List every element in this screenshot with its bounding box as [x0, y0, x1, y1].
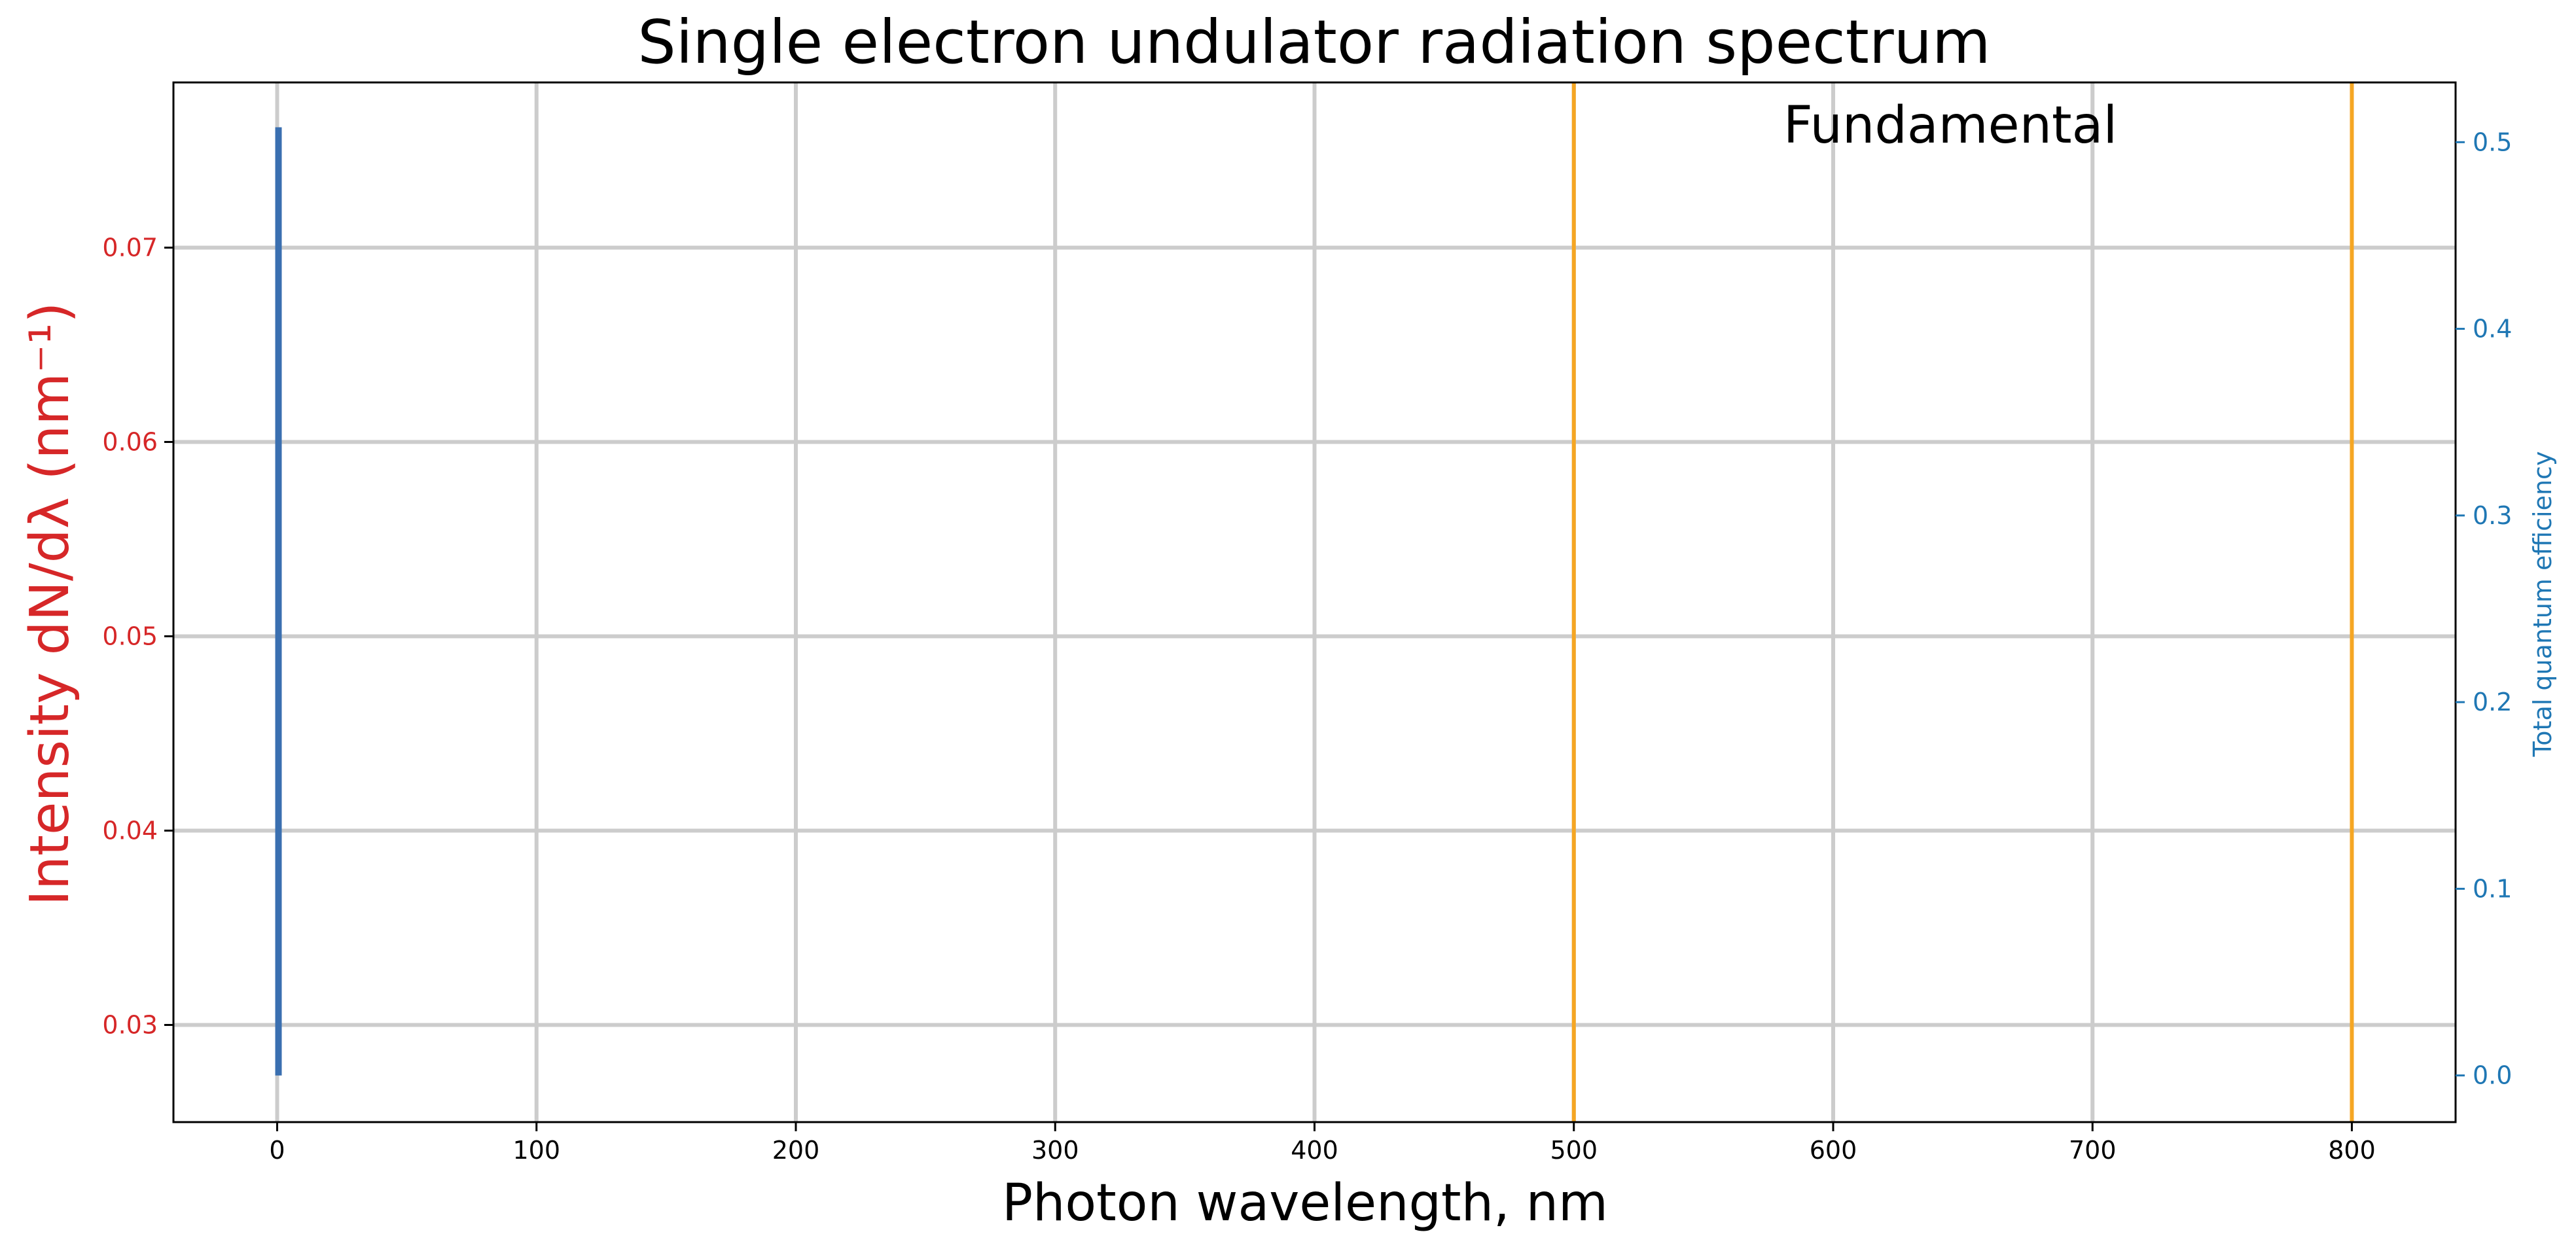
y-tick-label-left-2: 0.05	[102, 622, 158, 650]
y-tick-label-left-3: 0.06	[102, 427, 158, 456]
x-tick-label-1: 100	[512, 1136, 560, 1165]
y-tick-label-left-4: 0.07	[102, 233, 158, 262]
x-tick-label-0: 0	[269, 1136, 285, 1165]
x-axis-label: Photon wavelength, nm	[1002, 1174, 1608, 1233]
x-tick-label-3: 300	[1031, 1136, 1079, 1165]
x-tick-label-4: 400	[1291, 1136, 1338, 1165]
annotation-fundamental: Fundamental	[1783, 96, 2117, 155]
x-tick-label-8: 800	[2328, 1136, 2376, 1165]
y-tick-label-right-0: 0.0	[2473, 1061, 2512, 1090]
y-tick-label-right-1: 0.1	[2473, 874, 2512, 903]
y-axis-left: 0.03 0.04 0.05 0.06 0.07	[102, 233, 173, 1039]
y-tick-label-left-1: 0.04	[102, 816, 158, 845]
y-axis-right-label: Total quantum efficiency	[2528, 451, 2557, 758]
series-layer	[275, 127, 282, 1076]
y-axis-right: 0.0 0.1 0.2 0.3 0.4 0.5	[2456, 128, 2512, 1090]
x-tick-label-6: 600	[1810, 1136, 1857, 1165]
y-tick-label-right-2: 0.2	[2473, 688, 2512, 716]
y-tick-label-left-0: 0.03	[102, 1010, 158, 1039]
vertical-lines	[1571, 82, 2354, 1122]
y-tick-label-right-3: 0.3	[2473, 501, 2512, 530]
x-tick-label-2: 200	[772, 1136, 820, 1165]
y-axis-label: Intensity dN/dλ (nm⁻¹)	[19, 302, 81, 906]
x-axis: 0 100 200 300 400 500 600 700 800	[269, 1122, 2376, 1165]
x-tick-label-7: 700	[2069, 1136, 2117, 1165]
y-tick-label-right-4: 0.4	[2473, 315, 2512, 344]
y-tick-label-right-5: 0.5	[2473, 128, 2512, 156]
chart-title: Single electron undulator radiation spec…	[637, 7, 1990, 77]
grid	[173, 82, 2456, 1122]
x-tick-label-5: 500	[1550, 1136, 1598, 1165]
